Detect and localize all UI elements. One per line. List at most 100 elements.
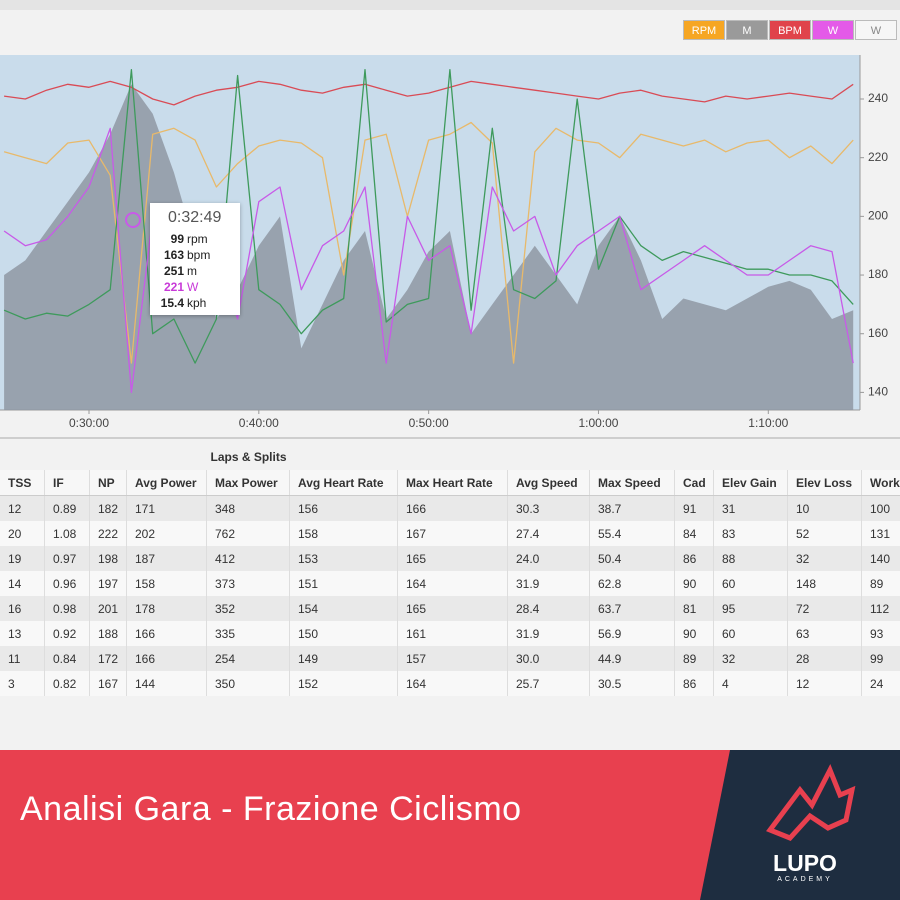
table-cell: 32 xyxy=(787,546,862,571)
tooltip-row: 251 m xyxy=(156,263,240,279)
table-cell: 81 xyxy=(674,596,714,621)
table-cell: 157 xyxy=(397,646,508,671)
tooltip-time: 0:32:49 xyxy=(168,209,222,226)
table-cell: 38.7 xyxy=(589,495,675,521)
table-cell: 167 xyxy=(89,671,127,696)
tooltip-value: 163 xyxy=(163,248,184,262)
table-cell: 352 xyxy=(206,596,290,621)
table-row: 12 0.89 182 171 348 156 166 30.3 38.7 91 31 10 100 xyxy=(0,495,900,521)
table-cell: 72 xyxy=(787,596,862,621)
banner-title: Analisi Gara - Frazione Ciclismo xyxy=(20,790,522,828)
column-header: Elev Gain xyxy=(713,470,788,496)
legend-button[interactable]: M xyxy=(726,20,768,40)
column-header: NP xyxy=(89,470,127,496)
column-header: Max Heart Rate xyxy=(397,470,508,496)
table-cell: 165 xyxy=(397,596,508,621)
table-cell: 90 xyxy=(674,621,714,646)
table-cell: 172 xyxy=(89,646,127,671)
table-cell: 32 xyxy=(713,646,788,671)
column-header: Max Power xyxy=(206,470,290,496)
brand-sub: ACADEMY xyxy=(777,876,833,883)
table-cell: 201 xyxy=(89,596,127,621)
legend-button[interactable]: BPM xyxy=(769,20,811,40)
table-cell: 89 xyxy=(861,571,900,596)
legend-button[interactable]: W xyxy=(855,20,897,40)
table-cell: 158 xyxy=(289,521,398,546)
series-line xyxy=(3,69,854,364)
table-cell: 30.0 xyxy=(507,646,590,671)
table-cell: 198 xyxy=(89,546,127,571)
tooltip-value: 99 xyxy=(170,232,184,246)
table-cell: 0.89 xyxy=(44,495,90,521)
table-cell: 83 xyxy=(713,521,788,546)
table-cell: 4 xyxy=(713,671,788,696)
wolf-logo xyxy=(766,763,856,841)
table-cell: 14 xyxy=(0,571,45,596)
table-cell: 28 xyxy=(787,646,862,671)
series-line xyxy=(4,80,854,106)
series-line xyxy=(3,127,854,394)
table-cell: 91 xyxy=(674,495,714,521)
table-cell: 202 xyxy=(126,521,207,546)
tooltip-unit: m xyxy=(187,264,197,278)
table-cell: 11 xyxy=(0,646,45,671)
tooltip-unit: rpm xyxy=(187,232,208,246)
tooltip-value: 251 xyxy=(163,264,184,278)
table-cell: 154 xyxy=(289,596,398,621)
x-tick-label: 0:50:00 xyxy=(409,416,449,430)
table-cell: 166 xyxy=(397,495,508,521)
table-cell: 12 xyxy=(787,671,862,696)
x-tick-label: 0:30:00 xyxy=(69,416,109,430)
tooltip-unit: kph xyxy=(187,296,207,310)
table-cell: 50.4 xyxy=(589,546,675,571)
tooltip-unit: W xyxy=(187,280,199,294)
column-header: Cad xyxy=(674,470,714,496)
table-cell: 254 xyxy=(206,646,290,671)
table-cell: 93 xyxy=(861,621,900,646)
table-cell: 165 xyxy=(397,546,508,571)
x-tick-label: 0:40:00 xyxy=(239,416,279,430)
table-cell: 166 xyxy=(126,646,207,671)
banner xyxy=(0,750,900,900)
table-cell: 56.9 xyxy=(589,621,675,646)
table-cell: 182 xyxy=(89,495,127,521)
column-header: Avg Speed xyxy=(507,470,590,496)
y-tick-label: 200 xyxy=(868,209,888,223)
tooltip-value: 15.4 xyxy=(160,296,184,310)
table-cell: 164 xyxy=(397,571,508,596)
legend: RPM M BPM W W xyxy=(683,20,898,40)
table-cell: 95 xyxy=(713,596,788,621)
table-cell: 0.96 xyxy=(44,571,90,596)
elevation-area xyxy=(4,84,854,411)
top-bar xyxy=(0,0,900,10)
table-cell: 152 xyxy=(289,671,398,696)
table-cell: 131 xyxy=(861,521,900,546)
column-header: Max Speed xyxy=(589,470,675,496)
y-tick-label: 180 xyxy=(868,267,888,281)
table-cell: 88 xyxy=(713,546,788,571)
table-cell: 150 xyxy=(289,621,398,646)
table-cell: 31.9 xyxy=(507,571,590,596)
table-cell: 63 xyxy=(787,621,862,646)
tooltip-value: 221 xyxy=(163,280,184,294)
table-cell: 19 xyxy=(0,546,45,571)
tooltip-unit: bpm xyxy=(187,248,211,262)
table-cell: 158 xyxy=(126,571,207,596)
brand: LUPO xyxy=(773,850,837,876)
y-tick-label: 240 xyxy=(868,91,888,105)
table-cell: 222 xyxy=(89,521,127,546)
table-cell: 112 xyxy=(861,596,900,621)
column-header: TSS xyxy=(0,470,45,496)
table-cell: 55.4 xyxy=(589,521,675,546)
table-cell: 63.7 xyxy=(589,596,675,621)
table-cell: 25.7 xyxy=(507,671,590,696)
series-line xyxy=(3,121,854,364)
table-cell: 164 xyxy=(397,671,508,696)
table-cell: 171 xyxy=(126,495,207,521)
table-cell: 153 xyxy=(289,546,398,571)
hover-marker xyxy=(125,212,141,228)
legend-button[interactable]: W xyxy=(812,20,854,40)
legend-button[interactable]: RPM xyxy=(683,20,725,40)
table-cell: 178 xyxy=(126,596,207,621)
